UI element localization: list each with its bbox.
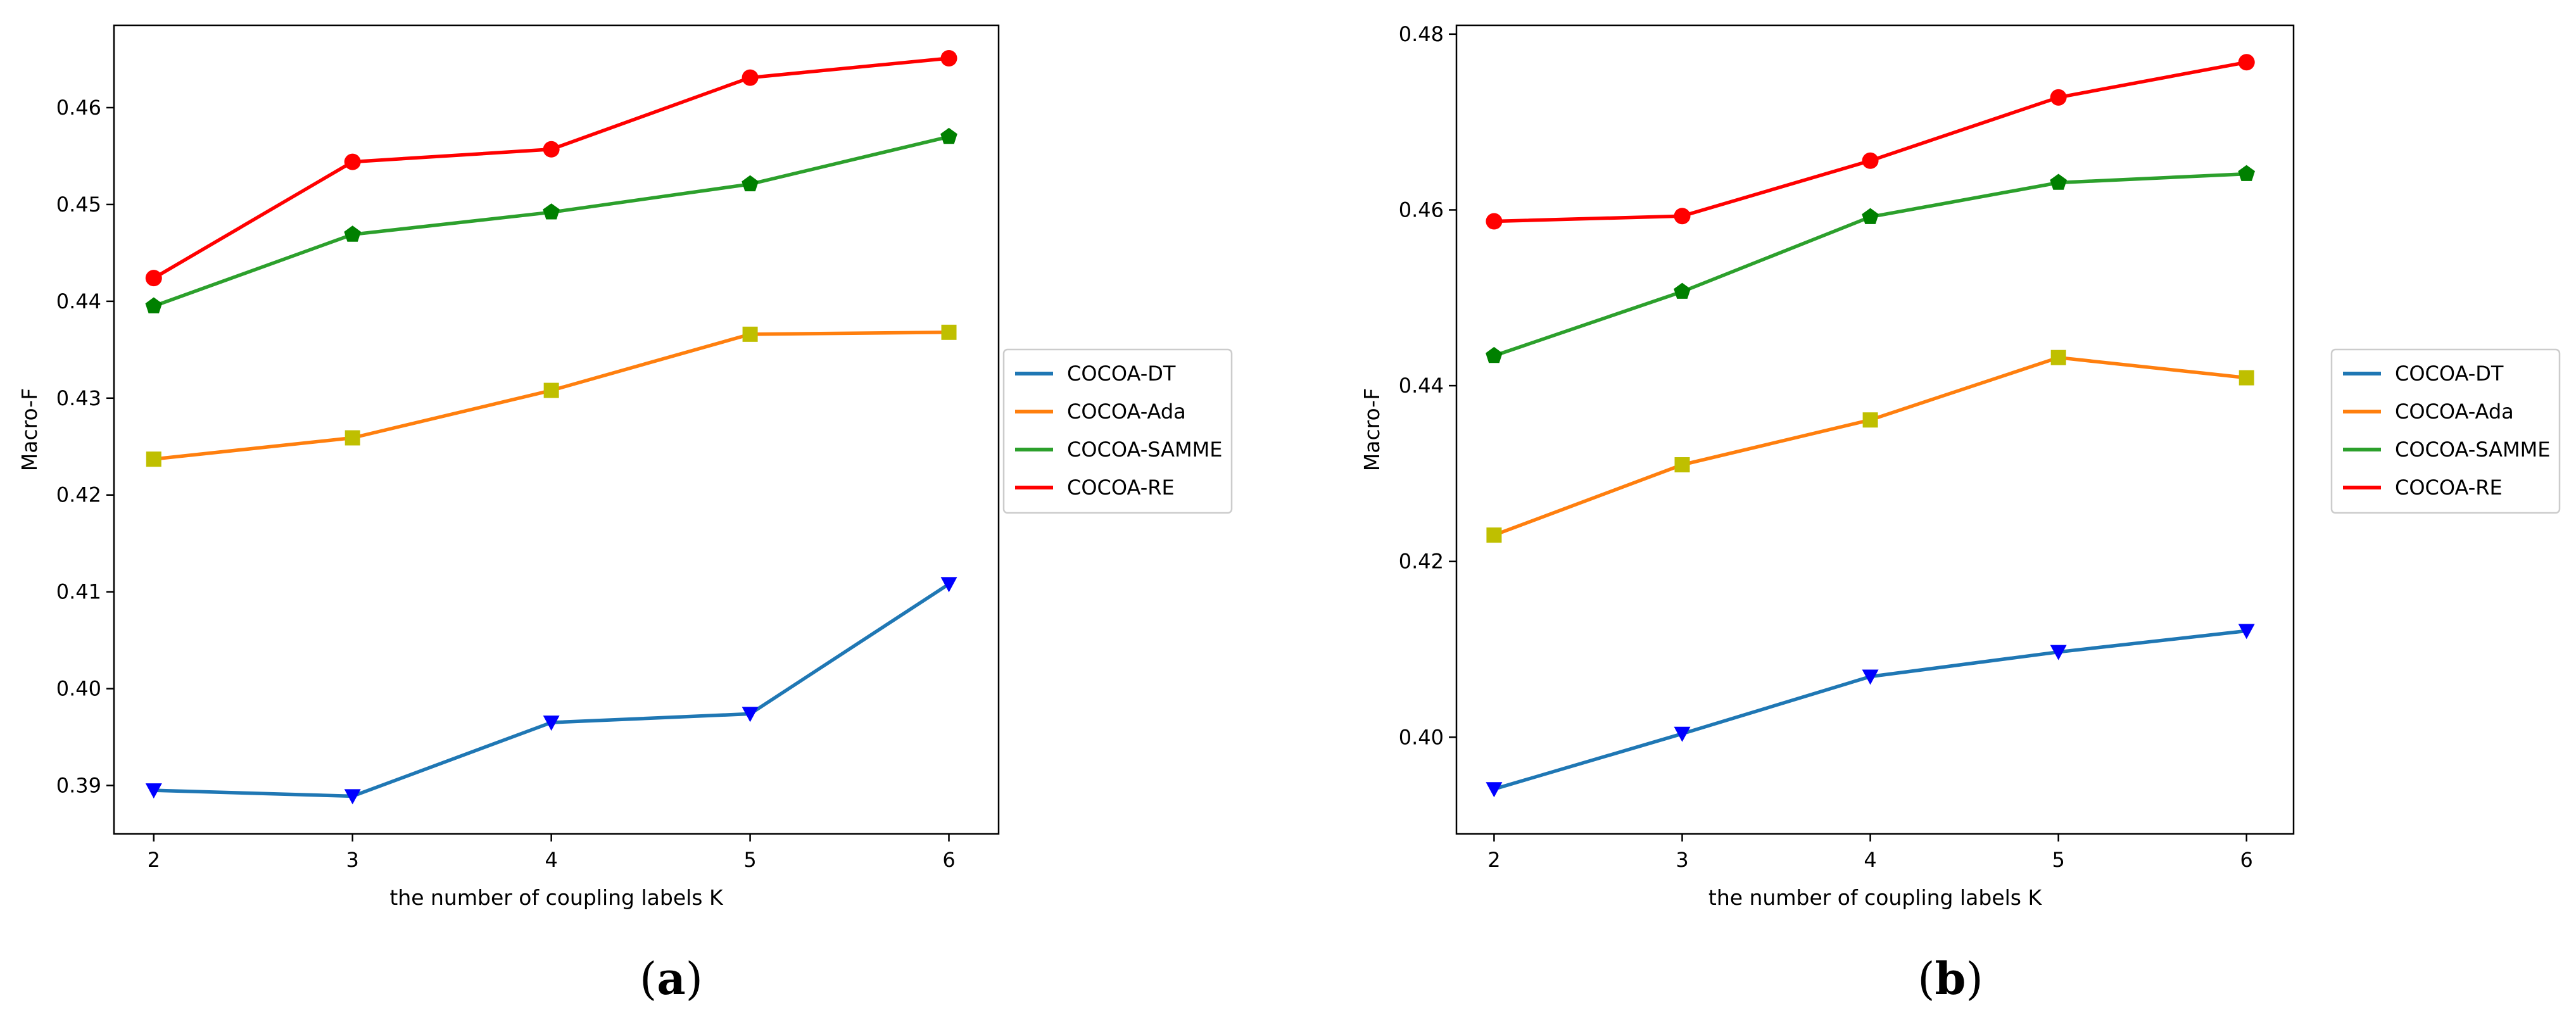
series-cocoa-re-a — [145, 49, 957, 287]
data-point-cocoa-samme-b-2 — [1486, 346, 1503, 363]
series-cocoa-samme-b — [1486, 165, 2255, 363]
y-axis-label-a: Macro-F — [17, 388, 42, 471]
plot-frame-a — [113, 24, 1000, 835]
y-tick-label-a-5: 0.44 — [56, 289, 101, 313]
data-point-cocoa-ada-b-5 — [2050, 350, 2066, 365]
chart-panel-b: (b) 2 3 4 5 6 0.40 0.42 0.44 0.46 0.48 the number … — [1360, 22, 2561, 1005]
data-point-cocoa-dt-a-5 — [742, 707, 759, 722]
data-point-cocoa-samme-b-3 — [1674, 282, 1691, 299]
panel-label-a: a — [657, 952, 685, 1005]
data-point-cocoa-dt-b-4 — [1862, 669, 1879, 685]
data-point-cocoa-re-b-6 — [2238, 54, 2255, 71]
data-point-cocoa-dt-b-5 — [2050, 645, 2067, 660]
legend-frame-b — [2330, 348, 2561, 514]
data-point-cocoa-ada-b-2 — [1486, 527, 1502, 543]
x-axis-label-b: the number of coupling labels K — [1708, 885, 2043, 910]
data-point-cocoa-samme-b-5 — [2050, 173, 2067, 190]
legend-label-cocoa-dt-b: COCOA-DT — [2395, 362, 2504, 386]
x-tick-label-a-3: 5 — [743, 848, 756, 872]
y-tick-label-b-4: 0.48 — [1399, 22, 1444, 46]
legend-label-cocoa-samme-b: COCOA-SAMME — [2395, 438, 2550, 462]
y-tick-label-b-1: 0.42 — [1399, 550, 1444, 574]
legend-a: COCOA-DT COCOA-Ada COCOA-SAMME COCOA-RE — [1002, 348, 1233, 514]
panel-caption-text-a: (a) — [640, 952, 703, 1005]
data-point-cocoa-ada-a-5 — [742, 326, 758, 342]
data-point-cocoa-re-b-4 — [1862, 152, 1879, 169]
data-point-cocoa-dt-b-3 — [1674, 726, 1691, 742]
data-point-cocoa-re-b-3 — [1674, 208, 1691, 225]
data-point-cocoa-samme-a-3 — [344, 225, 361, 242]
chart-panel-a: (a) 2 3 4 5 6 0.39 0.40 0.41 0.42 0.43 0.44 0.45 0.4… — [17, 24, 1233, 1005]
series-cocoa-dt-b — [1486, 624, 2255, 798]
y-tick-label-a-0: 0.39 — [56, 774, 101, 798]
data-point-cocoa-re-a-4 — [543, 141, 560, 158]
data-point-cocoa-re-a-3 — [344, 153, 361, 170]
y-tick-label-a-6: 0.45 — [56, 192, 101, 217]
series-cocoa-re-b — [1486, 54, 2255, 230]
x-tick-label-a-0: 2 — [148, 848, 160, 872]
x-tick-label-a-1: 3 — [346, 848, 359, 872]
data-point-cocoa-ada-a-2 — [146, 451, 161, 467]
panel-label-b: b — [1935, 952, 1966, 1005]
data-point-cocoa-re-b-5 — [2050, 89, 2067, 106]
x-tick-label-b-4: 6 — [2240, 848, 2253, 872]
y-tick-label-b-2: 0.44 — [1399, 374, 1444, 398]
data-point-cocoa-re-a-2 — [145, 270, 162, 287]
data-point-cocoa-dt-a-2 — [145, 783, 162, 799]
data-point-cocoa-samme-b-6 — [2238, 165, 2255, 181]
data-point-cocoa-dt-b-2 — [1486, 782, 1503, 798]
y-tick-label-a-2: 0.41 — [56, 580, 101, 604]
series-cocoa-ada-b — [1486, 350, 2254, 543]
x-tick-label-a-2: 4 — [545, 848, 557, 872]
data-point-cocoa-re-a-5 — [742, 69, 759, 86]
legend-b: COCOA-DT COCOA-Ada COCOA-SAMME COCOA-RE — [2330, 348, 2561, 514]
data-point-cocoa-samme-a-5 — [742, 175, 759, 192]
data-point-cocoa-ada-b-3 — [1674, 457, 1690, 473]
series-cocoa-dt-a — [145, 577, 957, 805]
legend-label-cocoa-samme-a: COCOA-SAMME — [1067, 438, 1222, 462]
y-tick-label-b-3: 0.46 — [1399, 198, 1444, 222]
data-point-cocoa-samme-a-6 — [940, 127, 957, 144]
data-point-cocoa-samme-b-4 — [1862, 208, 1879, 224]
panel-caption-a: (a) — [640, 952, 703, 1005]
data-point-cocoa-samme-a-2 — [145, 297, 163, 313]
y-axis-label-b: Macro-F — [1360, 388, 1384, 471]
legend-frame-a — [1002, 348, 1233, 514]
plot-frame-b — [1455, 24, 2295, 835]
data-point-cocoa-ada-a-6 — [941, 324, 957, 340]
data-point-cocoa-dt-a-4 — [543, 716, 560, 731]
x-tick-label-a-4: 6 — [942, 848, 955, 872]
x-axis-label-a: the number of coupling labels K — [389, 885, 724, 910]
y-tick-label-b-0: 0.40 — [1399, 725, 1444, 749]
data-point-cocoa-ada-a-3 — [344, 430, 360, 446]
legend-label-cocoa-re-a: COCOA-RE — [1067, 476, 1175, 500]
x-tick-label-b-3: 5 — [2052, 848, 2064, 872]
x-tick-label-b-2: 4 — [1864, 848, 1876, 872]
legend-label-cocoa-ada-a: COCOA-Ada — [1067, 400, 1186, 424]
data-point-cocoa-dt-a-6 — [940, 577, 957, 593]
series-cocoa-ada-a — [146, 324, 957, 467]
legend-label-cocoa-re-b: COCOA-RE — [2395, 476, 2503, 500]
legend-label-cocoa-ada-b: COCOA-Ada — [2395, 400, 2514, 424]
y-tick-label-a-1: 0.40 — [56, 677, 101, 701]
data-point-cocoa-ada-a-4 — [543, 382, 559, 398]
data-point-cocoa-ada-b-4 — [1862, 412, 1878, 428]
data-point-cocoa-ada-b-6 — [2238, 370, 2254, 386]
legend-label-cocoa-dt-a: COCOA-DT — [1067, 362, 1176, 386]
data-point-cocoa-re-b-2 — [1486, 213, 1503, 230]
y-tick-label-a-4: 0.43 — [56, 386, 101, 410]
y-tick-label-a-3: 0.42 — [56, 483, 101, 507]
data-point-cocoa-dt-b-6 — [2238, 624, 2255, 640]
panel-caption-text-b: (b) — [1917, 952, 1983, 1005]
x-tick-label-b-0: 2 — [1487, 848, 1500, 872]
series-cocoa-samme-a — [145, 127, 957, 313]
y-tick-label-a-7: 0.46 — [56, 96, 101, 120]
x-tick-label-b-1: 3 — [1676, 848, 1688, 872]
panel-caption-b: (b) — [1917, 952, 1983, 1005]
data-point-cocoa-dt-a-3 — [344, 789, 361, 805]
data-point-cocoa-samme-a-4 — [543, 203, 560, 220]
data-point-cocoa-re-a-6 — [940, 49, 957, 66]
